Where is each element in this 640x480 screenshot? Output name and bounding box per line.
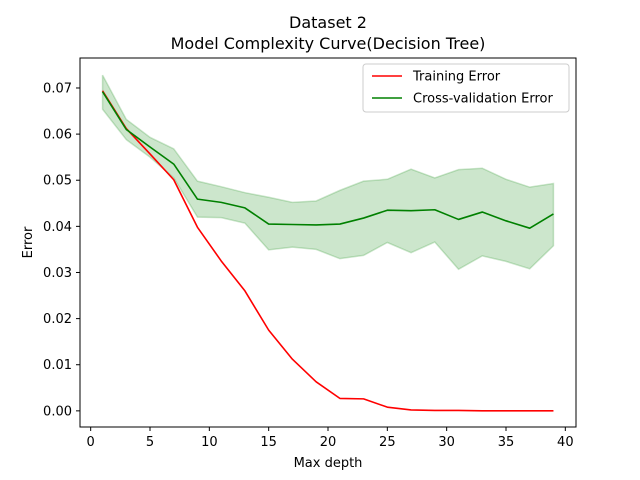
x-tick-label: 5 — [146, 435, 154, 450]
x-tick-label: 25 — [379, 435, 396, 450]
chart-subtitle: Model Complexity Curve(Decision Tree) — [171, 34, 486, 53]
x-tick-label: 20 — [320, 435, 337, 450]
cv-error-line — [101, 91, 554, 230]
y-tick-label: 0.07 — [43, 81, 72, 96]
x-tick-label: 15 — [260, 435, 277, 450]
legend-box — [362, 63, 570, 113]
x-axis-ticks: 0 5 10 15 20 25 30 35 40 — [87, 427, 574, 450]
y-tick-label: 0.05 — [43, 174, 72, 189]
x-tick-label: 10 — [201, 435, 218, 450]
chart-title: Dataset 2 — [289, 13, 367, 32]
legend: Training Error Cross-validation Error — [362, 63, 570, 113]
x-axis-label: Max depth — [294, 456, 363, 471]
y-tick-label: 0.02 — [43, 312, 72, 327]
y-tick-label: 0.01 — [43, 358, 72, 373]
y-tick-label: 0.03 — [43, 266, 72, 281]
y-axis-ticks: 0.00 0.01 0.02 0.03 0.04 0.05 0.06 0.07 — [43, 81, 80, 419]
x-tick-label: 40 — [557, 435, 574, 450]
series-line-layer — [101, 90, 554, 412]
x-tick-label: 0 — [87, 435, 95, 450]
y-tick-label: 0.06 — [43, 128, 72, 143]
x-tick-label: 30 — [438, 435, 455, 450]
y-tick-label: 0.04 — [43, 220, 72, 235]
legend-label-cv-error: Cross-validation Error — [413, 92, 553, 107]
legend-label-training-error: Training Error — [412, 70, 501, 85]
cv-error-band — [101, 74, 555, 271]
y-axis-label: Error — [21, 226, 36, 258]
training-error-line — [101, 90, 554, 412]
y-tick-label: 0.00 — [43, 404, 72, 419]
x-tick-label: 35 — [498, 435, 515, 450]
confidence-band-layer — [101, 74, 555, 271]
